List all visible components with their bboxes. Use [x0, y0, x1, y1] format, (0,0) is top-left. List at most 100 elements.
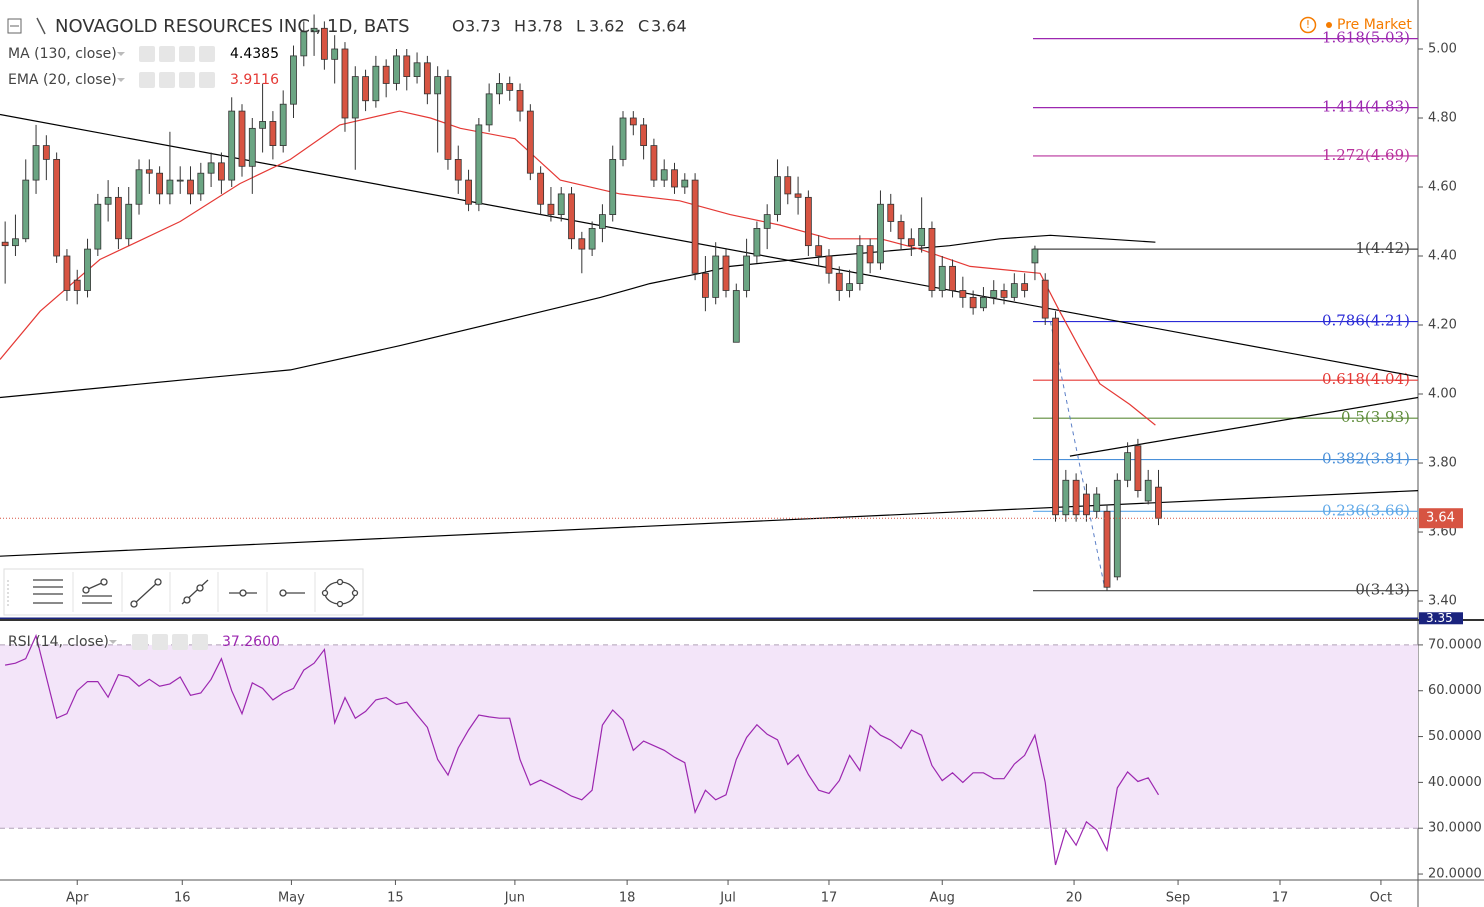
rsi-line — [4, 633, 1160, 866]
candle-body — [743, 255, 750, 291]
candle-body — [918, 228, 926, 247]
candle-body — [1113, 479, 1121, 578]
candle-body — [22, 179, 30, 240]
candle-body — [1103, 510, 1111, 588]
x-tick-label: Apr — [66, 891, 89, 906]
indicator-control[interactable] — [179, 46, 195, 62]
x-tick-label: 15 — [387, 891, 404, 906]
indicator-control[interactable] — [179, 72, 195, 88]
candle-body — [1093, 493, 1101, 512]
ohlc: O 3.73 H 3.78 L 3.62 C 3.64 — [452, 17, 687, 36]
y-tick-label: 4.00 — [1428, 387, 1457, 402]
candle-body — [496, 83, 503, 95]
candle-body — [928, 228, 936, 291]
candle-body — [1041, 279, 1049, 319]
indicator-control[interactable] — [199, 46, 215, 62]
candle-body — [176, 179, 184, 182]
candle-body — [815, 245, 823, 257]
indicator-value: 3.9116 — [230, 72, 279, 88]
indicator-control[interactable] — [139, 72, 155, 88]
tool-trendline[interactable] — [130, 578, 162, 608]
indicator-name: EMA (20, close) — [8, 72, 117, 88]
tool-ellipse[interactable] — [321, 578, 359, 608]
indicator-control[interactable] — [159, 46, 175, 62]
candle-body — [125, 203, 133, 240]
candle-body — [578, 238, 586, 250]
candle-body — [835, 272, 843, 291]
rsi-y-tick-label: 20.0000 — [1428, 867, 1482, 882]
indicator-control[interactable] — [159, 72, 175, 88]
candle-body — [403, 55, 411, 77]
candle-body — [362, 76, 369, 102]
indicator-control[interactable] — [172, 634, 188, 650]
candle-body — [115, 196, 122, 240]
x-tick-label: May — [278, 891, 305, 906]
candle-body — [804, 196, 812, 247]
last-price-badge — [1419, 508, 1463, 529]
candle-body — [372, 65, 380, 102]
indicator-control[interactable] — [132, 634, 148, 650]
candle-body — [444, 76, 452, 160]
candle-body — [640, 124, 648, 146]
pre-market-icon[interactable] — [1299, 16, 1317, 34]
indicator-control[interactable] — [199, 72, 215, 88]
candle-body — [382, 65, 390, 84]
indicator-value: 4.4385 — [230, 46, 279, 62]
tool-ray[interactable] — [181, 579, 209, 605]
ohlc-key: O — [452, 17, 465, 36]
y-tick-label: 4.20 — [1428, 318, 1457, 333]
candle-body — [1124, 452, 1132, 481]
x-tick-label: Oct — [1370, 891, 1392, 906]
candle-body — [310, 27, 318, 33]
y-tick-label: 5.00 — [1428, 41, 1457, 56]
candle-body — [248, 127, 256, 167]
tool-fib[interactable] — [33, 579, 63, 604]
rsi-value: 37.2600 — [222, 634, 280, 650]
indicator-menu-arrow — [117, 78, 125, 82]
y-tick-label: 4.40 — [1428, 249, 1457, 264]
candle-body — [84, 248, 91, 291]
tool-hline[interactable] — [229, 589, 257, 597]
candle-body — [526, 110, 534, 174]
rsi-y-tick-label: 50.0000 — [1428, 729, 1482, 744]
candle-body — [1144, 479, 1152, 502]
candle-body — [938, 265, 946, 291]
candle-body — [907, 238, 915, 247]
candle-body — [1031, 248, 1039, 264]
indicator-control[interactable] — [192, 634, 208, 650]
candle-body — [794, 193, 802, 198]
y-tick-label: 3.60 — [1428, 525, 1457, 540]
ohlc-value: 3.64 — [651, 17, 687, 36]
tool-hray[interactable] — [279, 589, 305, 597]
indicator-control[interactable] — [152, 634, 168, 650]
candle-body — [774, 176, 781, 216]
candle-body — [351, 76, 359, 119]
tool-fib-ext[interactable] — [82, 578, 112, 604]
candle-body — [846, 283, 853, 291]
x-tick-label: Jun — [504, 891, 525, 906]
candle-body — [1, 241, 9, 247]
compare-icon[interactable] — [36, 17, 46, 35]
candle-body — [1155, 486, 1162, 519]
chart-title: NOVAGOLD RESOURCES INC., 1D, BATS — [55, 16, 410, 37]
indicator-control[interactable] — [139, 46, 155, 62]
candle-body — [691, 179, 699, 274]
y-tick-label: 4.60 — [1428, 180, 1457, 195]
candle-body — [197, 172, 205, 195]
trendline — [0, 490, 1419, 557]
candle-body — [949, 265, 956, 291]
candle-body — [290, 55, 297, 105]
collapse-icon[interactable] — [7, 18, 22, 34]
candle-body — [1010, 283, 1018, 298]
candle-body — [320, 27, 328, 60]
pre-market-icon-mark: ! — [1306, 18, 1310, 31]
fib-label: 1(4.42) — [1355, 239, 1410, 257]
rsi-y-tick-label: 60.0000 — [1428, 683, 1482, 698]
candle-body — [156, 172, 164, 195]
rsi-y-tick-label: 30.0000 — [1428, 821, 1482, 836]
toolbar-bg — [3, 568, 364, 616]
candle-body — [547, 203, 555, 216]
candle-body — [763, 214, 771, 229]
candle-body — [485, 93, 493, 126]
